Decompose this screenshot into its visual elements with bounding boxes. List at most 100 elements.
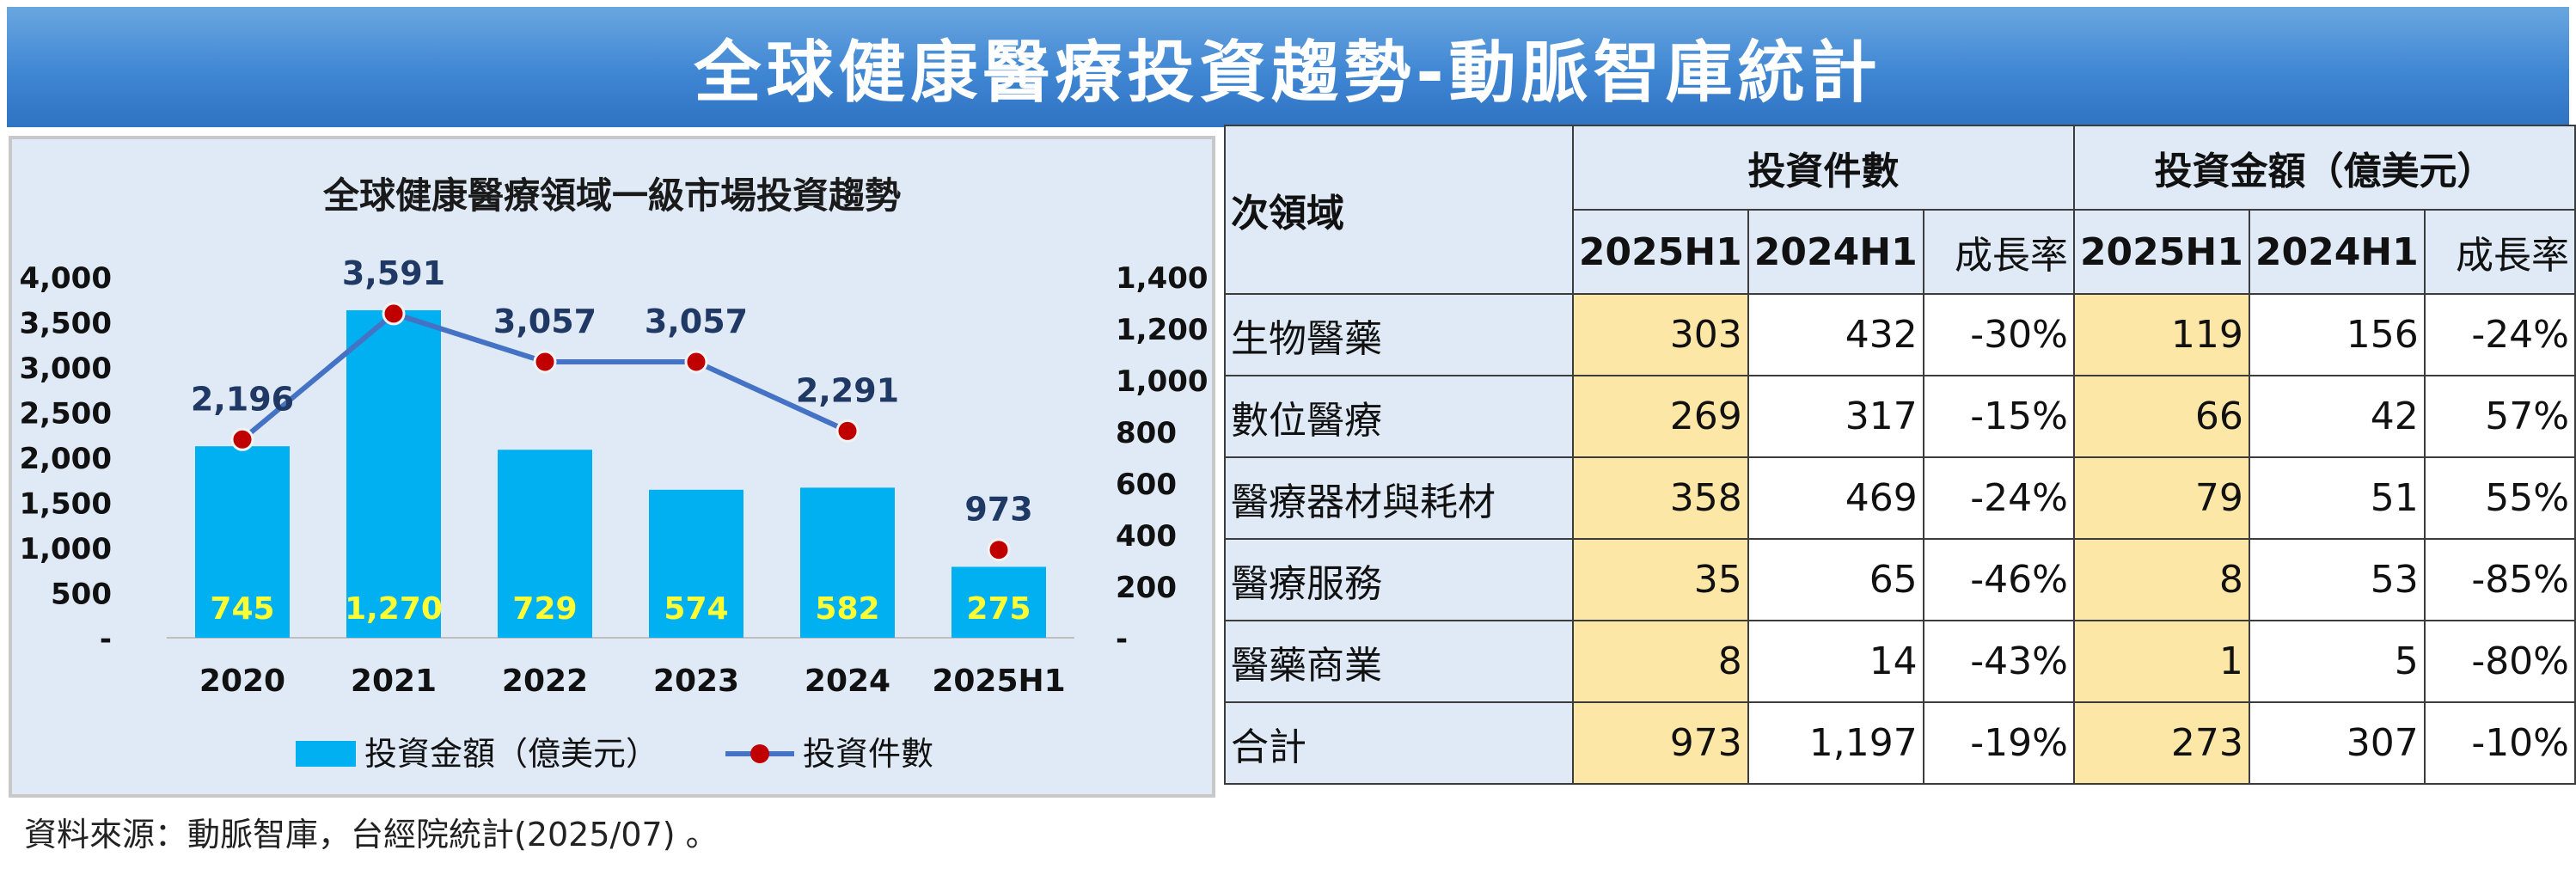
table-row: 醫藥商業 8 14 -43% 1 5 -80% (1224, 620, 2576, 703)
table-cell: 1 (2072, 620, 2250, 703)
y-right-tick-label: 1,000 (1116, 364, 1208, 399)
row-label: 合計 (1224, 701, 1574, 785)
bar (951, 566, 1046, 638)
subheader-amount-growth: 成長率 (2423, 209, 2576, 295)
table-cell: 42 (2248, 375, 2426, 458)
x-tick-label: 2023 (653, 664, 739, 699)
source-note: 資料來源：動脈智庫，台經院統計(2025/07) 。 (24, 816, 719, 853)
row-label: 醫療器材與耗材 (1224, 456, 1574, 540)
row-label: 生物醫藥 (1224, 293, 1574, 376)
table-cell: 8 (2072, 538, 2250, 621)
y-right-tick-label: 600 (1116, 468, 1177, 502)
legend-line-marker (750, 744, 769, 763)
table-row-total: 合計 973 1,197 -19% 273 307 -10% (1224, 701, 2576, 785)
bar-data-label: 745 (210, 591, 274, 627)
y-left-tick-label: 2,000 (19, 442, 112, 476)
x-tick-label: 2020 (199, 664, 285, 699)
table-row: 數位醫療 269 317 -15% 66 42 57% (1224, 375, 2576, 458)
table-cell: 119 (2072, 293, 2250, 376)
table-cell: 317 (1747, 375, 1924, 458)
header-subdomain: 次領域 (1224, 125, 1574, 295)
table-cell: 14 (1747, 620, 1924, 703)
line-point (684, 350, 708, 374)
row-label: 數位醫療 (1224, 375, 1574, 458)
table-cell: 53 (2248, 538, 2426, 621)
x-tick-label: 2024 (805, 664, 890, 699)
line-data-label: 973 (964, 491, 1032, 529)
bar (346, 309, 441, 638)
line-data-label: 2,291 (796, 371, 899, 409)
chart-title: 全球健康醫療領域一級市場投資趨勢 (322, 174, 901, 217)
table-cell: 65 (1747, 538, 1924, 621)
line-point (533, 350, 557, 374)
y-left-tick-label: 1,000 (19, 532, 112, 566)
y-right-tick-label: 200 (1116, 571, 1177, 605)
legend-line-label: 投資件數 (803, 735, 933, 773)
investment-trend-chart: 全球健康醫療領域一級市場投資趨勢 - 500 1,000 1,500 2,000 2,500… (19, 174, 1208, 773)
bar (498, 450, 592, 638)
title-banner: 全球健康醫療投資趨勢-動脈智庫統計 (7, 7, 2569, 127)
y-left-tick-label: 3,000 (19, 352, 112, 386)
line-point (987, 538, 1011, 562)
subheader-count-2024h1: 2024H1 (1747, 209, 1924, 295)
table-cell: -10% (2423, 701, 2576, 785)
table-cell: 973 (1571, 701, 1749, 785)
table-cell: 57% (2423, 375, 2576, 458)
bar-data-label: 275 (966, 591, 1031, 627)
table-cell: 469 (1747, 456, 1924, 540)
table-cell: 307 (2248, 701, 2426, 785)
table-cell: 358 (1571, 456, 1749, 540)
line-point (835, 419, 860, 443)
y-left-tick-label: 4,000 (19, 261, 112, 296)
table-cell: 35 (1571, 538, 1749, 621)
subheader-count-growth: 成長率 (1922, 209, 2075, 295)
subdomain-table: 次領域 投資件數 投資金額（億美元） 2025H1 2024H1 成長率 202… (1224, 125, 2576, 785)
x-tick-label: 2025H1 (932, 664, 1065, 699)
y-left-tick-label: 3,500 (19, 307, 112, 341)
y-left-tick-label: 2,500 (19, 397, 112, 431)
table-cell: 1,197 (1747, 701, 1924, 785)
bar-data-label: 1,270 (345, 591, 443, 627)
header-investment-amount: 投資金額（億美元） (2072, 125, 2576, 211)
y-left-tick-label: 500 (51, 578, 112, 612)
table-cell: 79 (2072, 456, 2250, 540)
subheader-amount-2024h1: 2024H1 (2248, 209, 2426, 295)
table-cell: -80% (2423, 620, 2576, 703)
x-tick-label: 2021 (351, 664, 437, 699)
row-label: 醫療服務 (1224, 538, 1574, 621)
y-left-tick-label: - (100, 622, 112, 657)
table-row: 生物醫藥 303 432 -30% 119 156 -24% (1224, 293, 2576, 376)
table-cell: 66 (2072, 375, 2250, 458)
table-row: 醫療服務 35 65 -46% 8 53 -85% (1224, 538, 2576, 621)
table-cell: 55% (2423, 456, 2576, 540)
y-right-tick-label: 800 (1116, 416, 1177, 450)
table-cell: -43% (1922, 620, 2075, 703)
table-cell: -24% (2423, 293, 2576, 376)
table-cell: 8 (1571, 620, 1749, 703)
y-right-tick-label: 1,200 (1116, 313, 1208, 347)
row-label: 醫藥商業 (1224, 620, 1574, 703)
subheader-count-2025h1: 2025H1 (1571, 209, 1749, 295)
y-left-tick-label: 1,500 (19, 487, 112, 522)
page-title: 全球健康醫療投資趨勢-動脈智庫統計 (694, 34, 1882, 112)
table-cell: -46% (1922, 538, 2075, 621)
table-cell: -19% (1922, 701, 2075, 785)
x-tick-label: 2022 (502, 664, 588, 699)
table-cell: 303 (1571, 293, 1749, 376)
line-data-label: 3,057 (493, 303, 597, 340)
table-cell: 273 (2072, 701, 2250, 785)
header-deal-count: 投資件數 (1571, 125, 2075, 211)
table-cell: 269 (1571, 375, 1749, 458)
bar (649, 489, 743, 638)
legend-bar-label: 投資金額（億美元） (364, 735, 658, 773)
y-right-tick-label: 1,400 (1116, 261, 1208, 296)
bar (195, 446, 290, 638)
bar-data-label: 574 (664, 591, 728, 627)
line-point (382, 302, 406, 326)
line-point (230, 427, 254, 451)
line-data-label: 3,591 (342, 254, 445, 292)
y-right-tick-label: - (1116, 622, 1128, 657)
table-cell: -24% (1922, 456, 2075, 540)
table-cell: -30% (1922, 293, 2075, 376)
bar-data-label: 582 (815, 591, 879, 627)
